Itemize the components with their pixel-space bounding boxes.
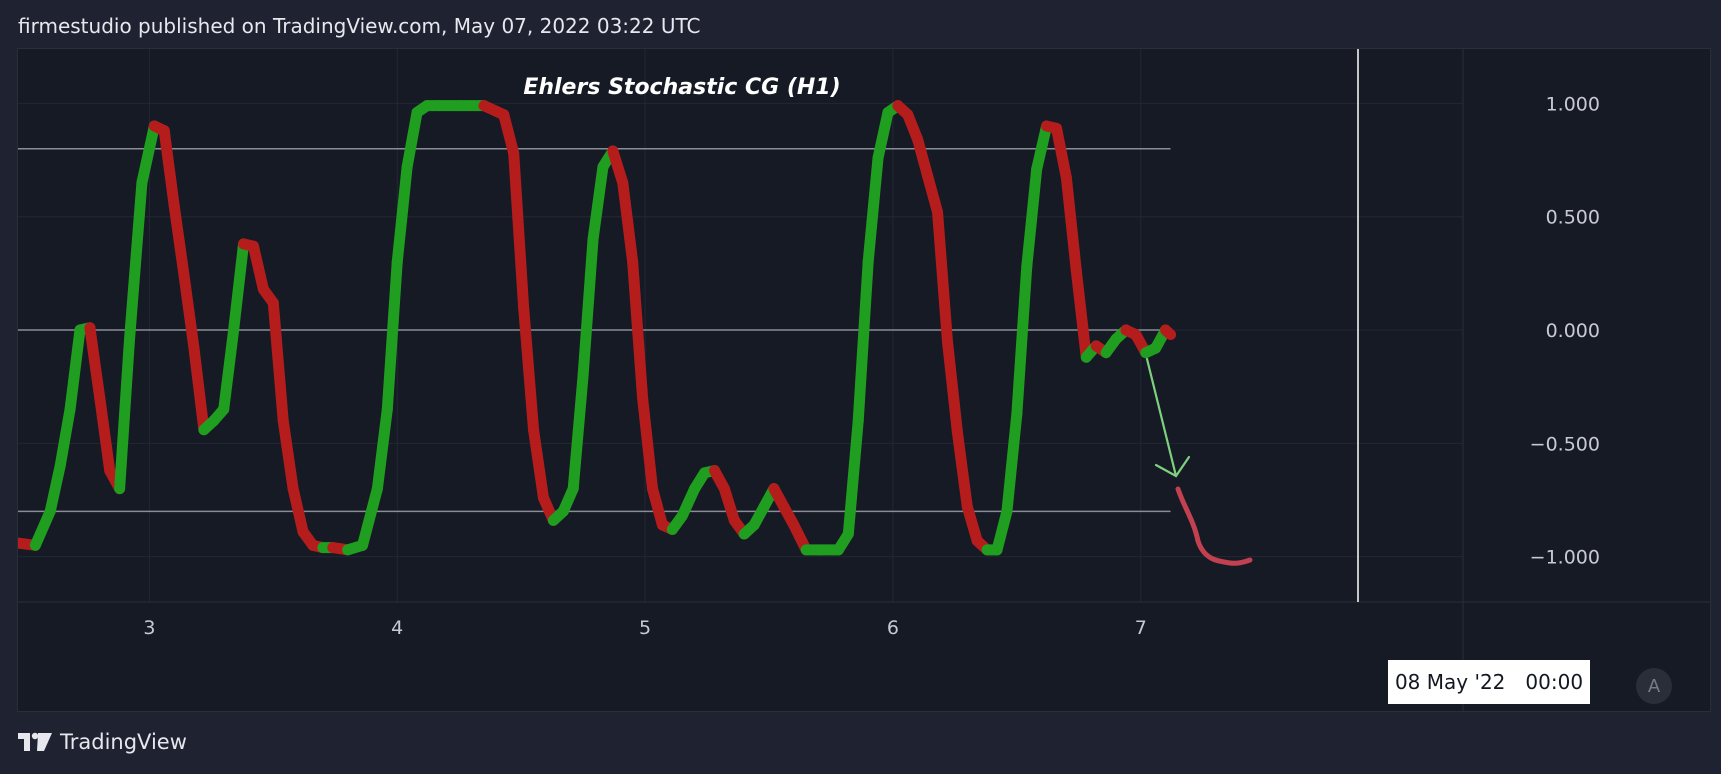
price-axis-label: −0.500	[1530, 433, 1600, 455]
crosshair-date-label: 08 May '22 00:00	[1388, 660, 1590, 704]
crosshair-date: 08 May '22	[1394, 670, 1506, 694]
time-axis-label: 3	[143, 617, 155, 639]
series-segment-falling	[912, 134, 934, 182]
series-segment-rising	[991, 505, 1013, 556]
auto-scale-button[interactable]: A	[1636, 668, 1672, 704]
level-lines	[18, 147, 1171, 513]
price-axis-label: −1.000	[1530, 547, 1600, 569]
crosshair-time: 00:00	[1525, 670, 1584, 694]
series-segment-falling	[647, 483, 668, 531]
price-axis-label: 0.500	[1546, 207, 1600, 229]
series-segment-falling	[247, 240, 269, 295]
series-segment-falling	[1060, 172, 1082, 277]
user-drawings	[18, 49, 1710, 711]
series-segment-rising	[587, 161, 609, 245]
series-segment-falling	[637, 392, 659, 495]
series-segment-rising	[371, 403, 393, 495]
time-axis-label: 5	[639, 617, 651, 639]
series-segment-falling	[1160, 324, 1177, 341]
series-segment-falling	[287, 483, 309, 538]
series-segment-rising	[391, 161, 413, 268]
series-segment-rising	[136, 120, 160, 189]
chart-title: Ehlers Stochastic CG (H1)	[523, 75, 840, 100]
series-segment-rising	[577, 233, 599, 381]
series-segment-rising	[1021, 163, 1043, 273]
forecast-brush-stroke	[1175, 486, 1253, 566]
time-axis: 3 4 5 6 7	[143, 617, 1147, 639]
series-segment-rising	[64, 324, 86, 415]
series-segment-falling	[277, 415, 299, 495]
series-segment-falling	[718, 483, 740, 526]
tradingview-logo[interactable]: TradingView	[18, 730, 187, 754]
series-segment-rising	[357, 483, 383, 551]
series-segment-rising	[852, 256, 874, 427]
chart-panel[interactable]: 1.000 0.500 0.000 −0.500 −1.000 3 4 5 6 7 Ehlers…	[12, 48, 1711, 712]
series-segment-falling	[607, 145, 629, 189]
series-segment-rising	[401, 106, 423, 173]
series-segment-falling	[267, 297, 289, 427]
series-segment-rising	[54, 403, 76, 472]
series-segment-falling	[498, 109, 520, 159]
series-segment-falling	[951, 426, 973, 513]
time-axis-label: 6	[887, 617, 899, 639]
series-segment-falling	[627, 256, 649, 404]
series-segment-rising	[1001, 408, 1023, 517]
series-segment-rising	[124, 177, 148, 345]
publication-header: firmestudio published on TradingView.com…	[18, 14, 701, 38]
series-segment-rising	[114, 333, 136, 495]
time-axis-label: 4	[391, 617, 403, 639]
stochastic-cg-series	[12, 100, 1177, 556]
series-segment-falling	[178, 270, 200, 354]
series-segment-rising	[1031, 120, 1053, 175]
series-segment-falling	[617, 177, 639, 268]
series-segment-falling	[922, 170, 944, 218]
series-segment-falling	[1070, 265, 1092, 363]
tradingview-logo-icon	[18, 732, 52, 751]
price-axis-label: 0.000	[1546, 320, 1600, 342]
series-segment-falling	[94, 392, 116, 477]
series-segment-rising	[218, 324, 240, 415]
time-axis-label: 7	[1135, 617, 1147, 639]
series-segment-falling	[168, 199, 190, 282]
series-segment-rising	[842, 415, 864, 540]
down-arrow-drawing	[1145, 357, 1191, 478]
series-segment-rising	[381, 256, 403, 415]
price-axis-label: 1.000	[1546, 93, 1600, 115]
series-segment-falling	[932, 206, 953, 347]
series-segment-rising	[862, 152, 884, 268]
tradingview-brand: TradingView	[60, 730, 187, 754]
series-segment-falling	[528, 424, 549, 504]
series-segment-rising	[228, 238, 250, 336]
series-segment-falling	[508, 147, 530, 313]
series-segment-falling	[1051, 122, 1072, 184]
series-segment-rising	[44, 460, 66, 517]
series-segment-rising	[1011, 261, 1033, 420]
series-segment-falling	[84, 322, 106, 404]
series-segment-falling	[941, 335, 963, 438]
series-segment-falling	[961, 501, 983, 547]
series-segment-rising	[29, 505, 56, 551]
series-segment-falling	[518, 301, 540, 436]
series-segment-rising	[567, 369, 589, 495]
series-segment-falling	[188, 342, 210, 436]
series-segment-rising	[872, 106, 894, 164]
price-axis: 1.000 0.500 0.000 −0.500 −1.000	[1530, 93, 1600, 568]
series-segment-falling	[158, 125, 180, 211]
chart-canvas[interactable]: 1.000 0.500 0.000 −0.500 −1.000 3 4 5 6 7 Ehlers…	[12, 49, 1710, 711]
